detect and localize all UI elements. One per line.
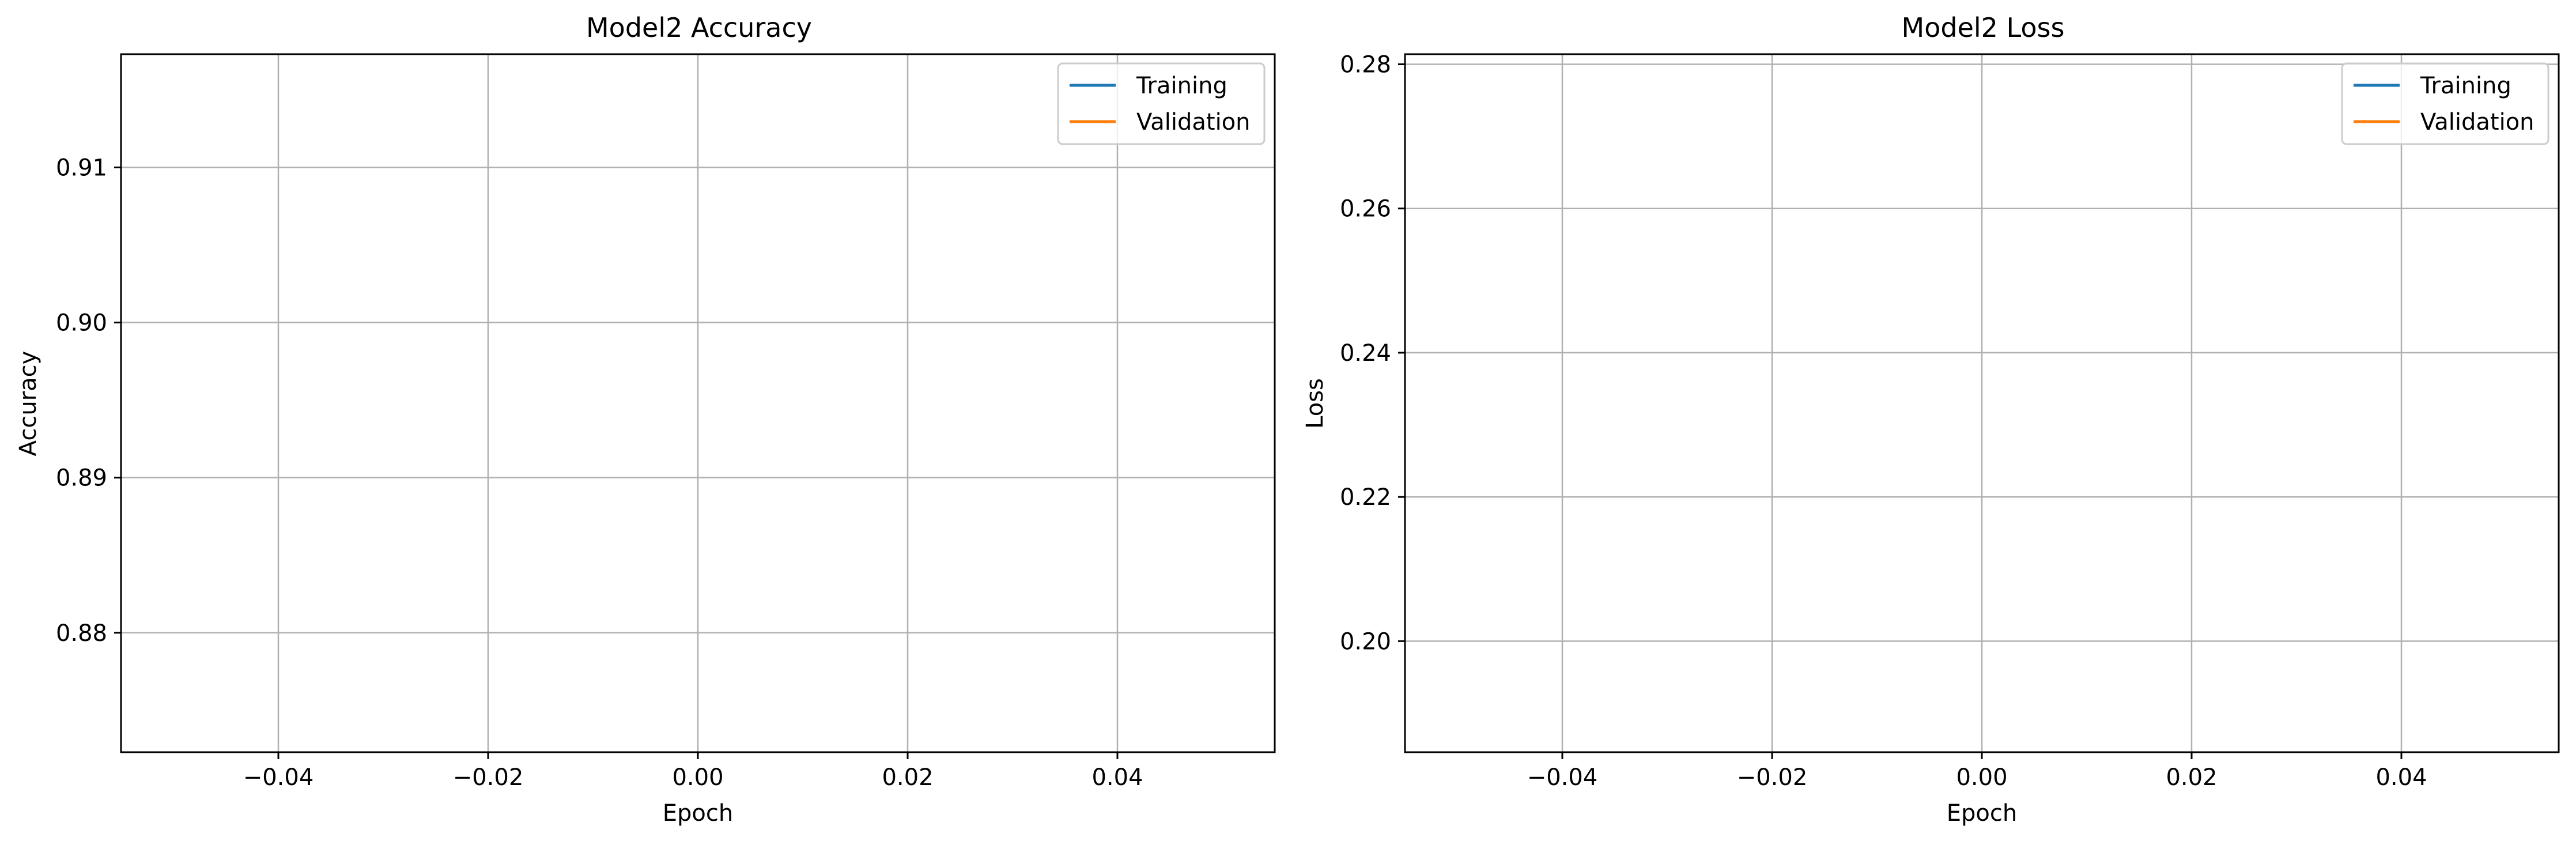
y-tick-label: 0.24 [1340,340,1391,367]
chart-title: Model2 Accuracy [586,12,812,43]
y-tick-label: 0.20 [1340,628,1391,655]
y-tick-label: 0.28 [1340,52,1391,78]
x-tick-label: 0.02 [2166,764,2217,791]
x-axis-label: Epoch [663,800,733,827]
y-tick-label: 0.88 [56,620,107,647]
y-axis-label: Loss [1302,378,1328,429]
y-axis-label: Accuracy [15,351,41,457]
grid [121,54,1275,752]
y-axis: 0.88 0.89 0.90 0.91 [56,154,121,647]
x-tick-label: 0.02 [882,764,933,791]
legend-box [1057,62,1266,145]
x-axis: −0.04 −0.02 0.00 0.02 0.04 [1527,752,2427,791]
y-tick-label: 0.91 [56,154,107,181]
legend-validation-label: Validation [1136,109,1251,135]
x-axis-label: Epoch [1947,800,2017,827]
legend-training-label: Training [2420,73,2511,99]
legend-box [2341,62,2549,145]
legend: Training Validation [1057,62,1266,145]
loss-chart: Model2 Loss −0.04 −0.02 0.00 0.02 0.04 0.200… [1302,12,2560,827]
x-axis: −0.04 −0.02 0.00 0.02 0.04 [243,752,1143,791]
y-axis: 0.20 0.22 0.24 0.26 0.28 [1340,52,1405,655]
x-tick-label: 0.04 [1091,764,1143,791]
y-tick-label: 0.89 [56,465,107,492]
legend-validation-label: Validation [2420,109,2535,135]
chart-title: Model2 Loss [1902,12,2065,43]
x-tick-label: 0.00 [1956,764,2007,791]
x-tick-label: −0.02 [1737,764,1808,791]
x-tick-label: −0.02 [453,764,524,791]
accuracy-chart: Model2 Accuracy −0.04 −0.02 0.00 0.02 0.04 0… [15,12,1276,827]
y-tick-label: 0.26 [1340,196,1391,222]
y-tick-label: 0.90 [56,310,107,337]
x-tick-label: 0.00 [672,764,723,791]
legend-training-label: Training [1136,73,1227,99]
x-tick-label: −0.04 [1527,764,1598,791]
legend: Training Validation [2341,62,2549,145]
x-tick-label: −0.04 [243,764,314,791]
x-tick-label: 0.04 [2375,764,2427,791]
y-tick-label: 0.22 [1340,484,1391,511]
